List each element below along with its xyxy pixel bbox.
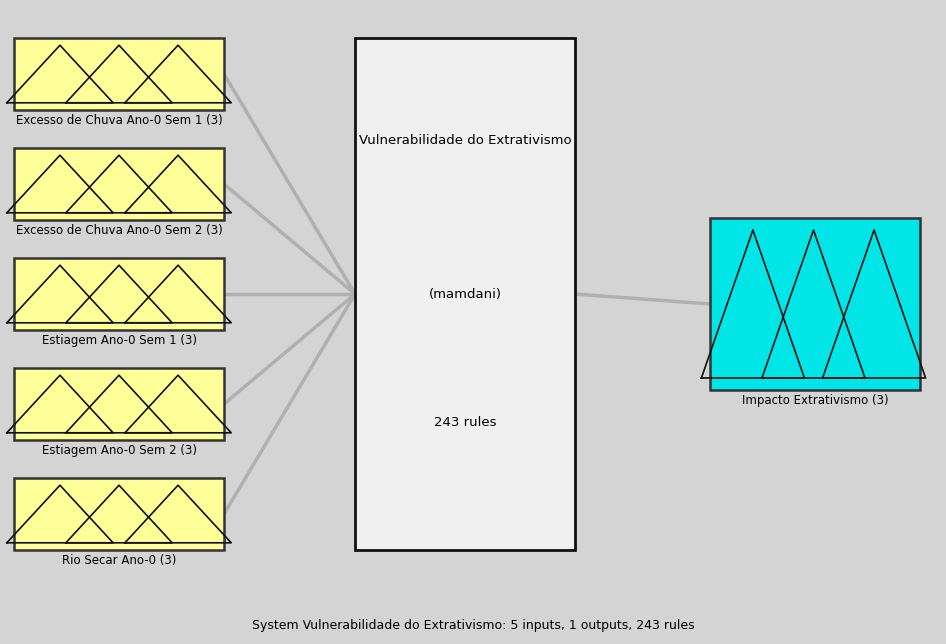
Text: (mamdani): (mamdani) (429, 287, 501, 301)
Text: Excesso de Chuva Ano-0 Sem 1 (3): Excesso de Chuva Ano-0 Sem 1 (3) (16, 114, 222, 127)
Text: Estiagem Ano-0 Sem 1 (3): Estiagem Ano-0 Sem 1 (3) (42, 334, 197, 347)
Text: 243 rules: 243 rules (434, 415, 497, 428)
Text: System Vulnerabilidade do Extrativismo: 5 inputs, 1 outputs, 243 rules: System Vulnerabilidade do Extrativismo: … (252, 620, 694, 632)
Text: Estiagem Ano-0 Sem 2 (3): Estiagem Ano-0 Sem 2 (3) (42, 444, 197, 457)
Bar (14, 38, 224, 110)
Text: Vulnerabilidade do Extrativismo: Vulnerabilidade do Extrativismo (359, 134, 571, 147)
Bar (355, 38, 575, 550)
Text: Excesso de Chuva Ano-0 Sem 2 (3): Excesso de Chuva Ano-0 Sem 2 (3) (16, 224, 222, 237)
Text: Rio Secar Ano-0 (3): Rio Secar Ano-0 (3) (61, 554, 176, 567)
Bar (14, 148, 224, 220)
Bar (14, 258, 224, 330)
Bar (14, 478, 224, 550)
Bar (710, 218, 920, 390)
Text: Impacto Extrativismo (3): Impacto Extrativismo (3) (742, 394, 888, 407)
Bar (14, 368, 224, 440)
